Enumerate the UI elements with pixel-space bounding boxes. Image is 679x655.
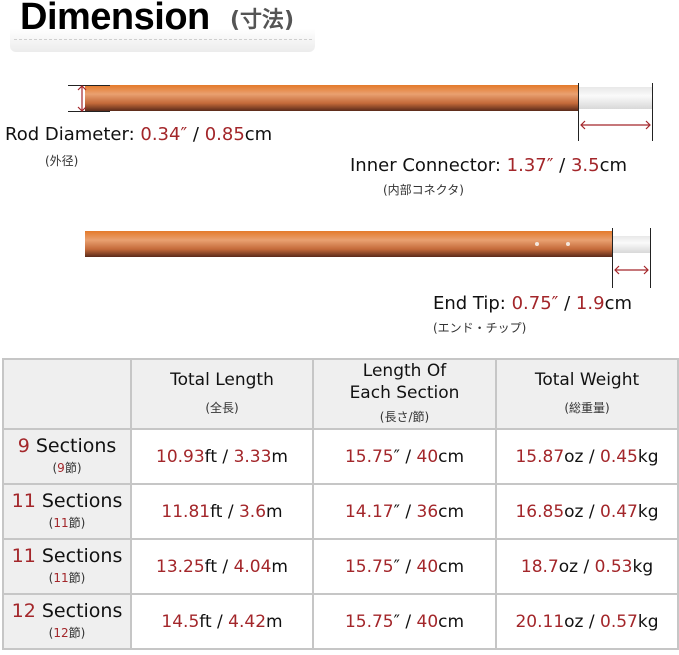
end-tip-arrow-icon <box>614 265 649 275</box>
section-length-cell: 15.75″ / 40cm <box>312 428 497 485</box>
rod-end-section <box>85 231 612 257</box>
total-length-cell: 13.25ft / 4.04m <box>130 538 314 595</box>
end-tip-jp: (エンド・チップ) <box>433 321 527 335</box>
section-length-cell: 14.17″ / 36cm <box>312 483 497 540</box>
spec-table: Total Length (全長) Length Of Each Section(… <box>2 358 679 650</box>
header-total-weight: Total Weight (総重量) <box>495 358 679 430</box>
page-title: Dimension <box>20 0 210 38</box>
table-row: 12 Sections (12節) 14.5ft / 4.42m 15.75″ / 4… <box>2 593 679 650</box>
title-divider <box>14 39 312 40</box>
end-tip-label: End Tip: 0.75″ / 1.9cm <box>433 293 632 314</box>
section-length-cell: 15.75″ / 40cm <box>312 593 497 650</box>
table-row: 11 Sections (11節) 13.25ft / 4.04m 15.75″ / … <box>2 538 679 595</box>
row-header: 12 Sections (12節) <box>2 593 132 650</box>
row-header: 9 Sections (9節) <box>2 428 132 485</box>
end-tip <box>613 236 650 253</box>
rod-diameter-label: Rod Diameter: 0.34″ / 0.85cm <box>5 124 273 145</box>
total-length-cell: 11.81ft / 3.6m <box>130 483 314 540</box>
diameter-guide-bottom <box>68 111 110 112</box>
total-length-cell: 14.5ft / 4.42m <box>130 593 314 650</box>
rod-section <box>85 85 578 111</box>
inner-connector-jp: (内部コネクタ) <box>383 183 464 197</box>
rod-dot <box>535 242 539 246</box>
total-weight-cell: 15.87oz / 0.45kg <box>495 428 679 485</box>
connector-guide-right <box>652 83 653 141</box>
inner-connector-label: Inner Connector: 1.37″ / 3.5cm <box>350 155 628 176</box>
total-length-cell: 10.93ft / 3.33m <box>130 428 314 485</box>
header-total-length: Total Length (全長) <box>130 358 314 430</box>
rod-dot <box>566 242 570 246</box>
table-row: 11 Sections (11節) 11.81ft / 3.6m 14.17″ / 3… <box>2 483 679 540</box>
row-header: 11 Sections (11節) <box>2 483 132 540</box>
page-title-jp: (寸法) <box>230 8 295 33</box>
diameter-arrow-icon <box>77 85 87 112</box>
table-row: 9 Sections (9節) 10.93ft / 3.33m 15.75″ / 40… <box>2 428 679 485</box>
corner-cell <box>2 358 132 430</box>
connector-guide-left <box>578 83 579 141</box>
header-section-length: Length Of Each Section (長さ/節) <box>312 358 497 430</box>
table-header-row: Total Length (全長) Length Of Each Section(… <box>2 358 679 430</box>
total-weight-cell: 16.85oz / 0.47kg <box>495 483 679 540</box>
row-header: 11 Sections (11節) <box>2 538 132 595</box>
connector-length-arrow-icon <box>580 120 651 130</box>
end-tip-guide-right <box>650 228 651 288</box>
end-tip-guide-left <box>612 228 613 288</box>
diameter-guide-top <box>68 85 110 86</box>
inner-connector <box>579 87 652 109</box>
section-length-cell: 15.75″ / 40cm <box>312 538 497 595</box>
total-weight-cell: 20.11oz / 0.57kg <box>495 593 679 650</box>
rod-diameter-jp: (外径) <box>45 154 79 168</box>
total-weight-cell: 18.7oz / 0.53kg <box>495 538 679 595</box>
title-banner <box>10 0 315 52</box>
